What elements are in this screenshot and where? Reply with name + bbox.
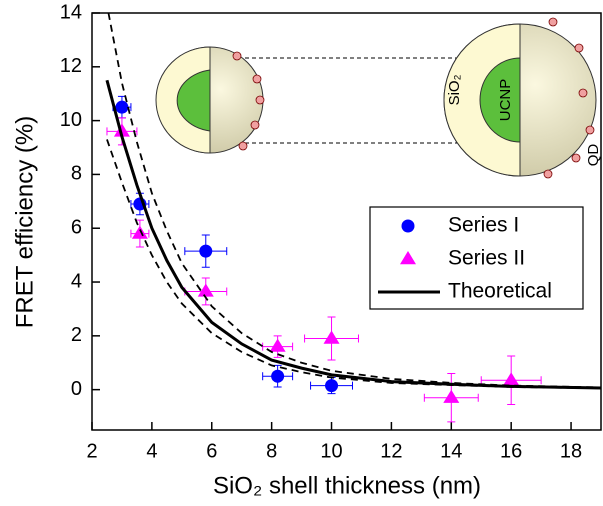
circle-marker <box>325 379 339 393</box>
circle-marker <box>199 244 213 258</box>
y-tick-label: 2 <box>71 324 82 346</box>
legend-label: Theoretical <box>448 280 552 303</box>
x-tick-label: 4 <box>146 440 157 462</box>
large-core <box>479 57 521 143</box>
y-tick-label: 4 <box>71 270 82 292</box>
legend-marker <box>400 251 416 265</box>
y-tick-label: 10 <box>60 109 82 131</box>
legend-label: Series II <box>448 247 525 270</box>
x-axis-title: SiO₂ shell thickness (nm) <box>213 472 481 499</box>
theoretical-line <box>105 79 601 390</box>
small-qds <box>232 51 265 151</box>
x-tick-label: 12 <box>380 440 402 462</box>
inset-illustration: SiO₂ UCNP QD <box>155 17 602 179</box>
bound-line <box>106 139 601 390</box>
x-tick-label: 2 <box>86 440 97 462</box>
bound-line <box>107 13 601 389</box>
x-tick-label: 10 <box>320 440 342 462</box>
x-tick-label: 18 <box>560 440 582 462</box>
y-tick-label: 12 <box>60 55 82 77</box>
annotation: SiO₂ <box>446 74 463 105</box>
annotation: UCNP <box>497 79 514 122</box>
triangle-marker <box>113 123 130 137</box>
triangle-marker <box>131 225 148 239</box>
x-tick-label: 16 <box>500 440 522 462</box>
x-tick-label: 8 <box>266 440 277 462</box>
plot-frame <box>91 12 602 431</box>
circle-marker <box>271 369 285 383</box>
legend-label: Series I <box>448 214 519 237</box>
triangle-marker <box>503 372 520 386</box>
y-tick-label: 8 <box>71 163 82 185</box>
small-core <box>176 69 211 132</box>
legend: Series I Series II Theoretical <box>369 206 584 310</box>
circle-marker <box>115 100 129 114</box>
x-tick-label: 14 <box>440 440 462 462</box>
y-axis-title: FRET efficiency (%) <box>11 116 38 329</box>
triangle-marker <box>323 330 340 344</box>
y-tick-label: 6 <box>71 217 82 239</box>
large-qds <box>543 17 595 179</box>
x-tick-label: 6 <box>206 440 217 462</box>
y-tick-label: 0 <box>71 378 82 400</box>
triangle-marker <box>443 389 460 403</box>
annotation: QD <box>585 144 602 167</box>
plot-area <box>105 13 601 423</box>
legend-marker <box>401 219 415 233</box>
y-tick-label: 14 <box>60 1 82 23</box>
triangle-marker <box>197 283 214 297</box>
triangle-marker <box>269 338 286 352</box>
